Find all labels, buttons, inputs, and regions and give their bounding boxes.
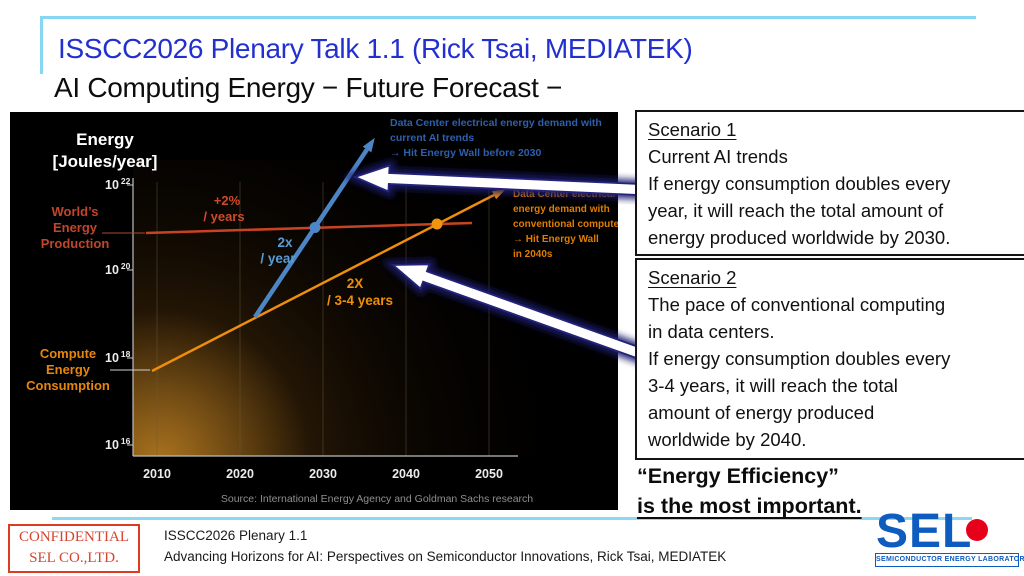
title-accent-border [40, 16, 976, 74]
growth-red-line1: +2% [214, 193, 241, 208]
scenario2-title: Scenario 2 [648, 267, 737, 288]
energy-forecast-chart-svg: Energy [Joules/year] 10 22 10 20 10 18 10 16… [10, 112, 618, 510]
compute-energy-label-line2: Energy [46, 362, 91, 377]
scenario2-line: If energy consumption doubles every [648, 348, 951, 369]
sel-logo-text: SEL [876, 505, 973, 558]
compute-energy-label-line3: Consumption [26, 378, 110, 393]
world-energy-label-line3: Production [41, 236, 110, 251]
ai-trend-note-line3: → Hit Energy Wall before 2030 [390, 147, 541, 159]
scenario1-box: Scenario 1 Current AI trends If energy c… [635, 110, 1024, 256]
x-tick-2010: 2010 [143, 467, 171, 481]
chart-axis-title-line2: [Joules/year] [53, 152, 158, 171]
growth-orange-line2: / 3-4 years [327, 293, 393, 308]
conventional-note-line1: Data Center electrical [513, 189, 615, 200]
scenario2-line: 3-4 years, it will reach the total [648, 375, 898, 396]
scenario1-line: If energy consumption doubles every [648, 173, 951, 194]
chart-source: Source: International Energy Agency and … [221, 493, 533, 505]
x-tick-2030: 2030 [309, 467, 337, 481]
growth-blue-line2: / year [260, 251, 296, 266]
confidential-stamp: CONFIDENTIAL SEL CO.,LTD. [8, 524, 140, 573]
sel-logo: SEL SEMICONDUCTOR ENERGY LABORATORY [874, 508, 1024, 570]
confidential-line1: CONFIDENTIAL [19, 529, 129, 545]
emphasis-line1: “Energy Efficiency” [637, 464, 839, 488]
scenario2-line: The pace of conventional computing [648, 294, 946, 315]
ai-trend-arrowhead [362, 137, 375, 153]
y-tick-1e22: 10 22 [105, 176, 131, 192]
growth-blue-line1: 2x [277, 235, 293, 250]
emphasis-statement: “Energy Efficiency” is the most importan… [637, 461, 862, 521]
ai-trend-note-line1: Data Center electrical energy demand wit… [390, 117, 602, 129]
scenario2-line: in data centers. [648, 321, 775, 342]
footer-separator-line [52, 517, 972, 520]
footer-session: ISSCC2026 Plenary 1.1 [164, 528, 308, 543]
confidential-line2: SEL CO.,LTD. [29, 550, 119, 566]
axes [132, 178, 518, 457]
world-energy-production-line [145, 221, 473, 235]
chart-glow-core [133, 160, 570, 456]
scenario1-line: Current AI trends [648, 146, 788, 167]
conventional-note-line3: conventional compute [513, 219, 618, 230]
sel-logo-red-dot-icon [966, 519, 988, 541]
compute-energy-label-line1: Compute [40, 346, 96, 361]
scenario1-line: energy produced worldwide by 2030. [648, 227, 951, 248]
growth-red-line2: / years [203, 209, 244, 224]
conventional-note-line5: in 2040s [513, 249, 553, 260]
scenario1-line: year, it will reach the total amount of [648, 200, 944, 221]
chart-axis-title-line1: Energy [76, 130, 134, 149]
energy-forecast-chart: Energy [Joules/year] 10 22 10 20 10 18 10 16… [10, 112, 618, 510]
ai-trend-crossing-dot [309, 222, 321, 233]
world-energy-label-line2: Energy [53, 220, 98, 235]
ai-trend-note-line2: current AI trends [390, 132, 474, 144]
conventional-note-line4: → Hit Energy Wall [513, 234, 599, 245]
footer-talk-title: Advancing Horizons for AI: Perspectives … [164, 549, 727, 564]
slide-subtitle: AI Computing Energy − Future Forecast − [54, 72, 563, 103]
y-tick-1e18: 10 18 [105, 349, 131, 365]
conventional-note-line2: energy demand with [513, 204, 610, 215]
scenario1-title: Scenario 1 [648, 119, 737, 140]
scenario2-box: Scenario 2 The pace of conventional comp… [635, 258, 1024, 460]
x-tick-2040: 2040 [392, 467, 420, 481]
slide-title: ISSCC2026 Plenary Talk 1.1 (Rick Tsai, M… [58, 33, 693, 64]
y-tick-1e20: 10 20 [105, 261, 131, 277]
scenario2-line: worldwide by 2040. [648, 429, 807, 450]
emphasis-line2: is the most important. [637, 494, 862, 518]
scenario2-line: amount of energy produced [648, 402, 875, 423]
growth-orange-line1: 2X [347, 276, 364, 291]
conventional-crossing-dot [431, 218, 443, 230]
sel-logo-subtext: SEMICONDUCTOR ENERGY LABORATORY [875, 553, 1024, 567]
y-axis-ticks [127, 184, 133, 446]
world-energy-label-line1: World’s [52, 204, 99, 219]
x-tick-2050: 2050 [475, 467, 503, 481]
y-tick-1e16: 10 16 [105, 436, 131, 452]
x-tick-2020: 2020 [226, 467, 254, 481]
